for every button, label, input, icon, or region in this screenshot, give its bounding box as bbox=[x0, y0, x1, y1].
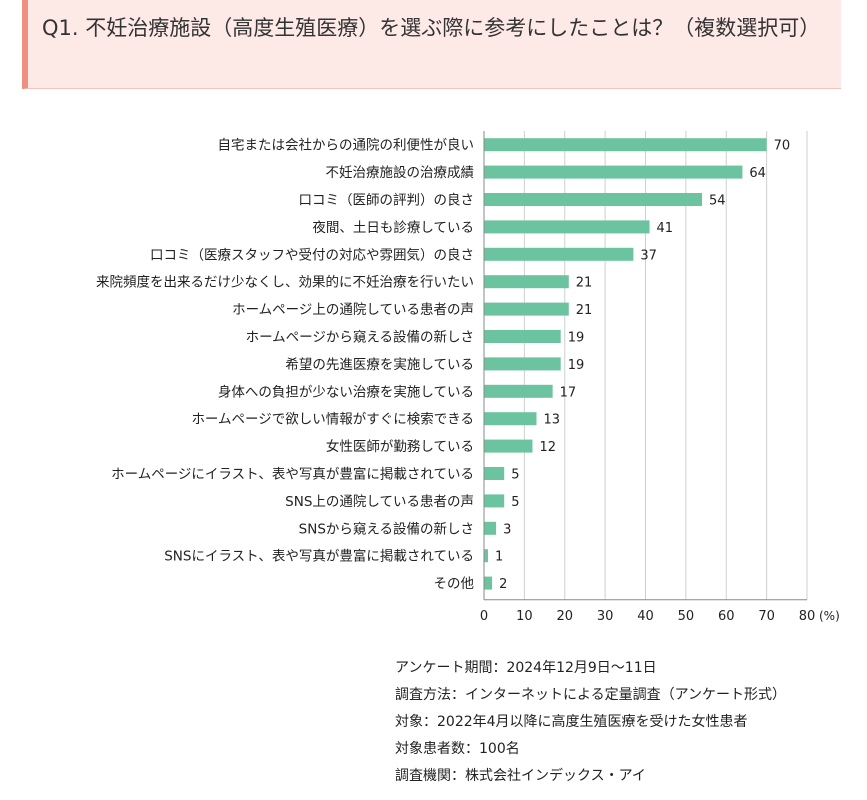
bar bbox=[484, 494, 505, 508]
data-label: 3 bbox=[503, 522, 511, 537]
bar bbox=[484, 165, 743, 179]
bar bbox=[484, 467, 505, 480]
bar bbox=[484, 521, 497, 535]
category-label: 来院頻度を出来るだけ少なくし、効果的に不妊治療を行いたい bbox=[96, 274, 474, 291]
x-axis-unit: (%) bbox=[819, 609, 840, 623]
category-label: SNSから窺える設備の新しさ bbox=[299, 520, 474, 537]
category-label: ホームページから窺える設備の新しさ bbox=[246, 329, 474, 346]
x-tick-label: 60 bbox=[718, 609, 735, 624]
survey-organization: 調査機関：株式会社インデックス・アイ bbox=[395, 768, 646, 784]
x-tick-label: 10 bbox=[516, 609, 533, 624]
category-label: 自宅または会社からの通院の利便性が良い bbox=[218, 138, 475, 154]
x-tick-label: 80 bbox=[799, 609, 816, 624]
data-label: 21 bbox=[576, 303, 593, 318]
category-label: 希望の先進医療を実施している bbox=[285, 356, 474, 373]
category-label: SNS上の通院している患者の声 bbox=[285, 494, 474, 510]
survey-target: 対象：2022年4月以降に高度生殖医療を受けた女性患者 bbox=[395, 714, 748, 730]
bar bbox=[484, 193, 703, 206]
category-label: 女性医師が勤務している bbox=[326, 438, 474, 455]
data-label: 37 bbox=[640, 248, 657, 263]
x-tick-label: 50 bbox=[678, 609, 695, 624]
bar bbox=[484, 439, 533, 453]
bar bbox=[484, 138, 767, 152]
data-label: 54 bbox=[709, 194, 726, 209]
bar bbox=[484, 275, 569, 289]
question-header: Q1. 不妊治療施設（高度生殖医療）を選ぶ際に参考にしたことは？（複数選択可） bbox=[22, 0, 841, 89]
category-label: 夜間、土日も診療している bbox=[312, 219, 474, 236]
survey-info: アンケート期間：2024年12月9日～11日 調査方法：インターネットによる定量… bbox=[395, 655, 786, 790]
data-label: 5 bbox=[511, 495, 519, 510]
data-label: 5 bbox=[511, 468, 519, 483]
category-label: 口コミ（医療スタッフや受付の対応や雰囲気）の良さ bbox=[150, 246, 474, 263]
data-label: 41 bbox=[657, 221, 674, 236]
bar bbox=[484, 220, 650, 234]
data-label: 2 bbox=[499, 577, 507, 592]
data-label: 13 bbox=[543, 413, 560, 428]
category-label: 不妊治療施設の治療成績 bbox=[326, 164, 475, 181]
survey-period: アンケート期間：2024年12月9日～11日 bbox=[395, 660, 657, 676]
category-label: 身体への負担が少ない治療を実施している bbox=[218, 383, 474, 400]
bar bbox=[484, 384, 553, 398]
x-tick-label: 20 bbox=[556, 609, 573, 624]
bar bbox=[484, 576, 493, 590]
category-label: 口コミ（医師の評判）の良さ bbox=[299, 193, 475, 209]
x-tick-label: 30 bbox=[597, 609, 614, 624]
bar bbox=[484, 302, 569, 316]
bar bbox=[484, 247, 634, 261]
data-label: 1 bbox=[495, 550, 503, 565]
category-label: ホームページで欲しい情報がすぐに検索できる bbox=[191, 412, 474, 428]
data-label: 70 bbox=[774, 139, 791, 154]
data-label: 12 bbox=[539, 440, 556, 455]
survey-method: 調査方法：インターネットによる定量調査（アンケート形式） bbox=[395, 687, 787, 703]
data-label: 21 bbox=[576, 276, 593, 291]
data-label: 19 bbox=[568, 358, 585, 373]
question-text: Q1. 不妊治療施設（高度生殖医療）を選ぶ際に参考にしたことは？（複数選択可） bbox=[42, 16, 821, 40]
data-label: 19 bbox=[568, 331, 585, 346]
data-label: 64 bbox=[749, 166, 766, 181]
category-label: SNSにイラスト、表や写真が豊富に掲載されている bbox=[164, 548, 474, 565]
category-label: ホームページにイラスト、表や写真が豊富に掲載されている bbox=[111, 466, 474, 483]
x-tick-label: 70 bbox=[758, 609, 775, 624]
survey-count: 対象患者数：100名 bbox=[395, 741, 520, 757]
category-label: ホームページ上の通院している患者の声 bbox=[232, 302, 474, 318]
bar-chart: 自宅または会社からの通院の利便性が良い 70 不妊治療施設の治療成績 64 口コミ（医師… bbox=[96, 131, 840, 624]
bar bbox=[484, 549, 489, 563]
bar bbox=[484, 357, 561, 371]
x-tick-label: 40 bbox=[637, 609, 654, 624]
data-label: 17 bbox=[560, 385, 577, 400]
x-tick-label: 0 bbox=[480, 609, 488, 624]
category-label: その他 bbox=[434, 576, 475, 592]
bar bbox=[484, 412, 537, 426]
bar bbox=[484, 330, 561, 343]
